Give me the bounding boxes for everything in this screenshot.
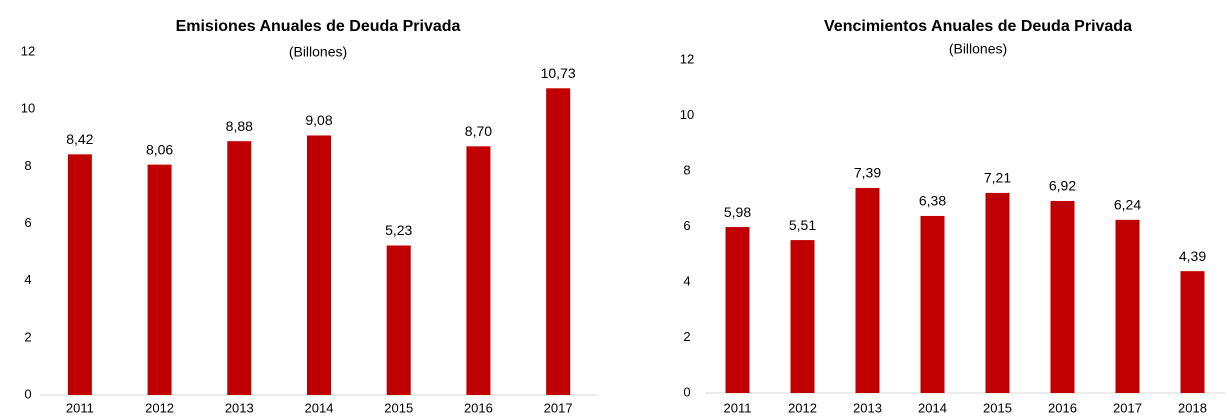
data-label: 5,23 xyxy=(385,222,412,238)
x-tick-label: 2015 xyxy=(983,400,1012,415)
chart-title: Vencimientos Anuales de Deuda Privada xyxy=(824,18,1132,35)
x-tick-label: 2011 xyxy=(724,400,752,415)
x-tick-label: 2012 xyxy=(145,400,174,415)
data-label: 7,21 xyxy=(984,170,1011,186)
y-tick-label: 2 xyxy=(24,329,31,344)
y-tick-label: 0 xyxy=(24,386,31,401)
bar xyxy=(855,187,880,393)
data-label: 5,98 xyxy=(724,204,751,220)
bar xyxy=(307,135,331,396)
data-label: 8,06 xyxy=(146,141,173,157)
x-tick-label: 2012 xyxy=(788,400,817,415)
x-tick-label: 2011 xyxy=(66,400,94,415)
bar xyxy=(67,154,92,395)
bar xyxy=(920,215,945,393)
bar xyxy=(985,192,1010,393)
y-tick-label: 6 xyxy=(683,218,690,233)
data-label: 9,08 xyxy=(305,112,332,128)
x-tick-label: 2014 xyxy=(918,400,947,415)
data-label: 8,88 xyxy=(226,118,253,134)
data-label: 6,24 xyxy=(1114,197,1141,213)
data-label: 8,70 xyxy=(465,123,492,139)
y-tick-label: 2 xyxy=(683,329,690,344)
bar xyxy=(1180,271,1205,393)
chart-title: Emisiones Anuales de Deuda Privada xyxy=(176,18,461,35)
bar xyxy=(147,164,172,395)
x-tick-label: 2018 xyxy=(1178,400,1207,415)
x-tick-label: 2014 xyxy=(305,400,334,415)
x-tick-label: 2013 xyxy=(853,400,882,415)
chart-subtitle: (Billones) xyxy=(949,41,1007,57)
bar xyxy=(1050,200,1075,393)
data-label: 10,73 xyxy=(541,65,576,81)
bar xyxy=(1115,219,1140,393)
bar xyxy=(386,245,411,395)
bar xyxy=(466,146,491,395)
data-label: 6,92 xyxy=(1049,178,1076,194)
y-tick-label: 8 xyxy=(24,158,31,173)
x-tick-label: 2017 xyxy=(1113,400,1142,415)
x-tick-label: 2016 xyxy=(1048,400,1077,415)
x-tick-label: 2017 xyxy=(544,400,573,415)
y-tick-label: 10 xyxy=(680,107,694,122)
chart-subtitle: (Billones) xyxy=(289,44,347,60)
y-tick-label: 4 xyxy=(24,272,31,287)
x-tick-label: 2015 xyxy=(384,400,413,415)
y-tick-label: 4 xyxy=(683,273,690,288)
x-tick-label: 2016 xyxy=(464,400,493,415)
bar xyxy=(725,227,750,393)
bar xyxy=(227,141,252,395)
x-tick-label: 2013 xyxy=(225,400,254,415)
y-tick-label: 0 xyxy=(683,384,690,399)
y-tick-label: 12 xyxy=(680,51,694,66)
bar xyxy=(790,240,815,393)
data-label: 8,42 xyxy=(66,131,93,147)
y-tick-label: 8 xyxy=(683,162,690,177)
y-tick-label: 12 xyxy=(21,43,35,58)
y-tick-label: 10 xyxy=(21,101,35,116)
data-label: 7,39 xyxy=(854,165,881,181)
data-label: 6,38 xyxy=(919,193,946,209)
y-tick-label: 6 xyxy=(24,215,31,230)
data-label: 4,39 xyxy=(1179,248,1206,264)
data-label: 5,51 xyxy=(789,217,816,233)
bar xyxy=(546,88,571,395)
